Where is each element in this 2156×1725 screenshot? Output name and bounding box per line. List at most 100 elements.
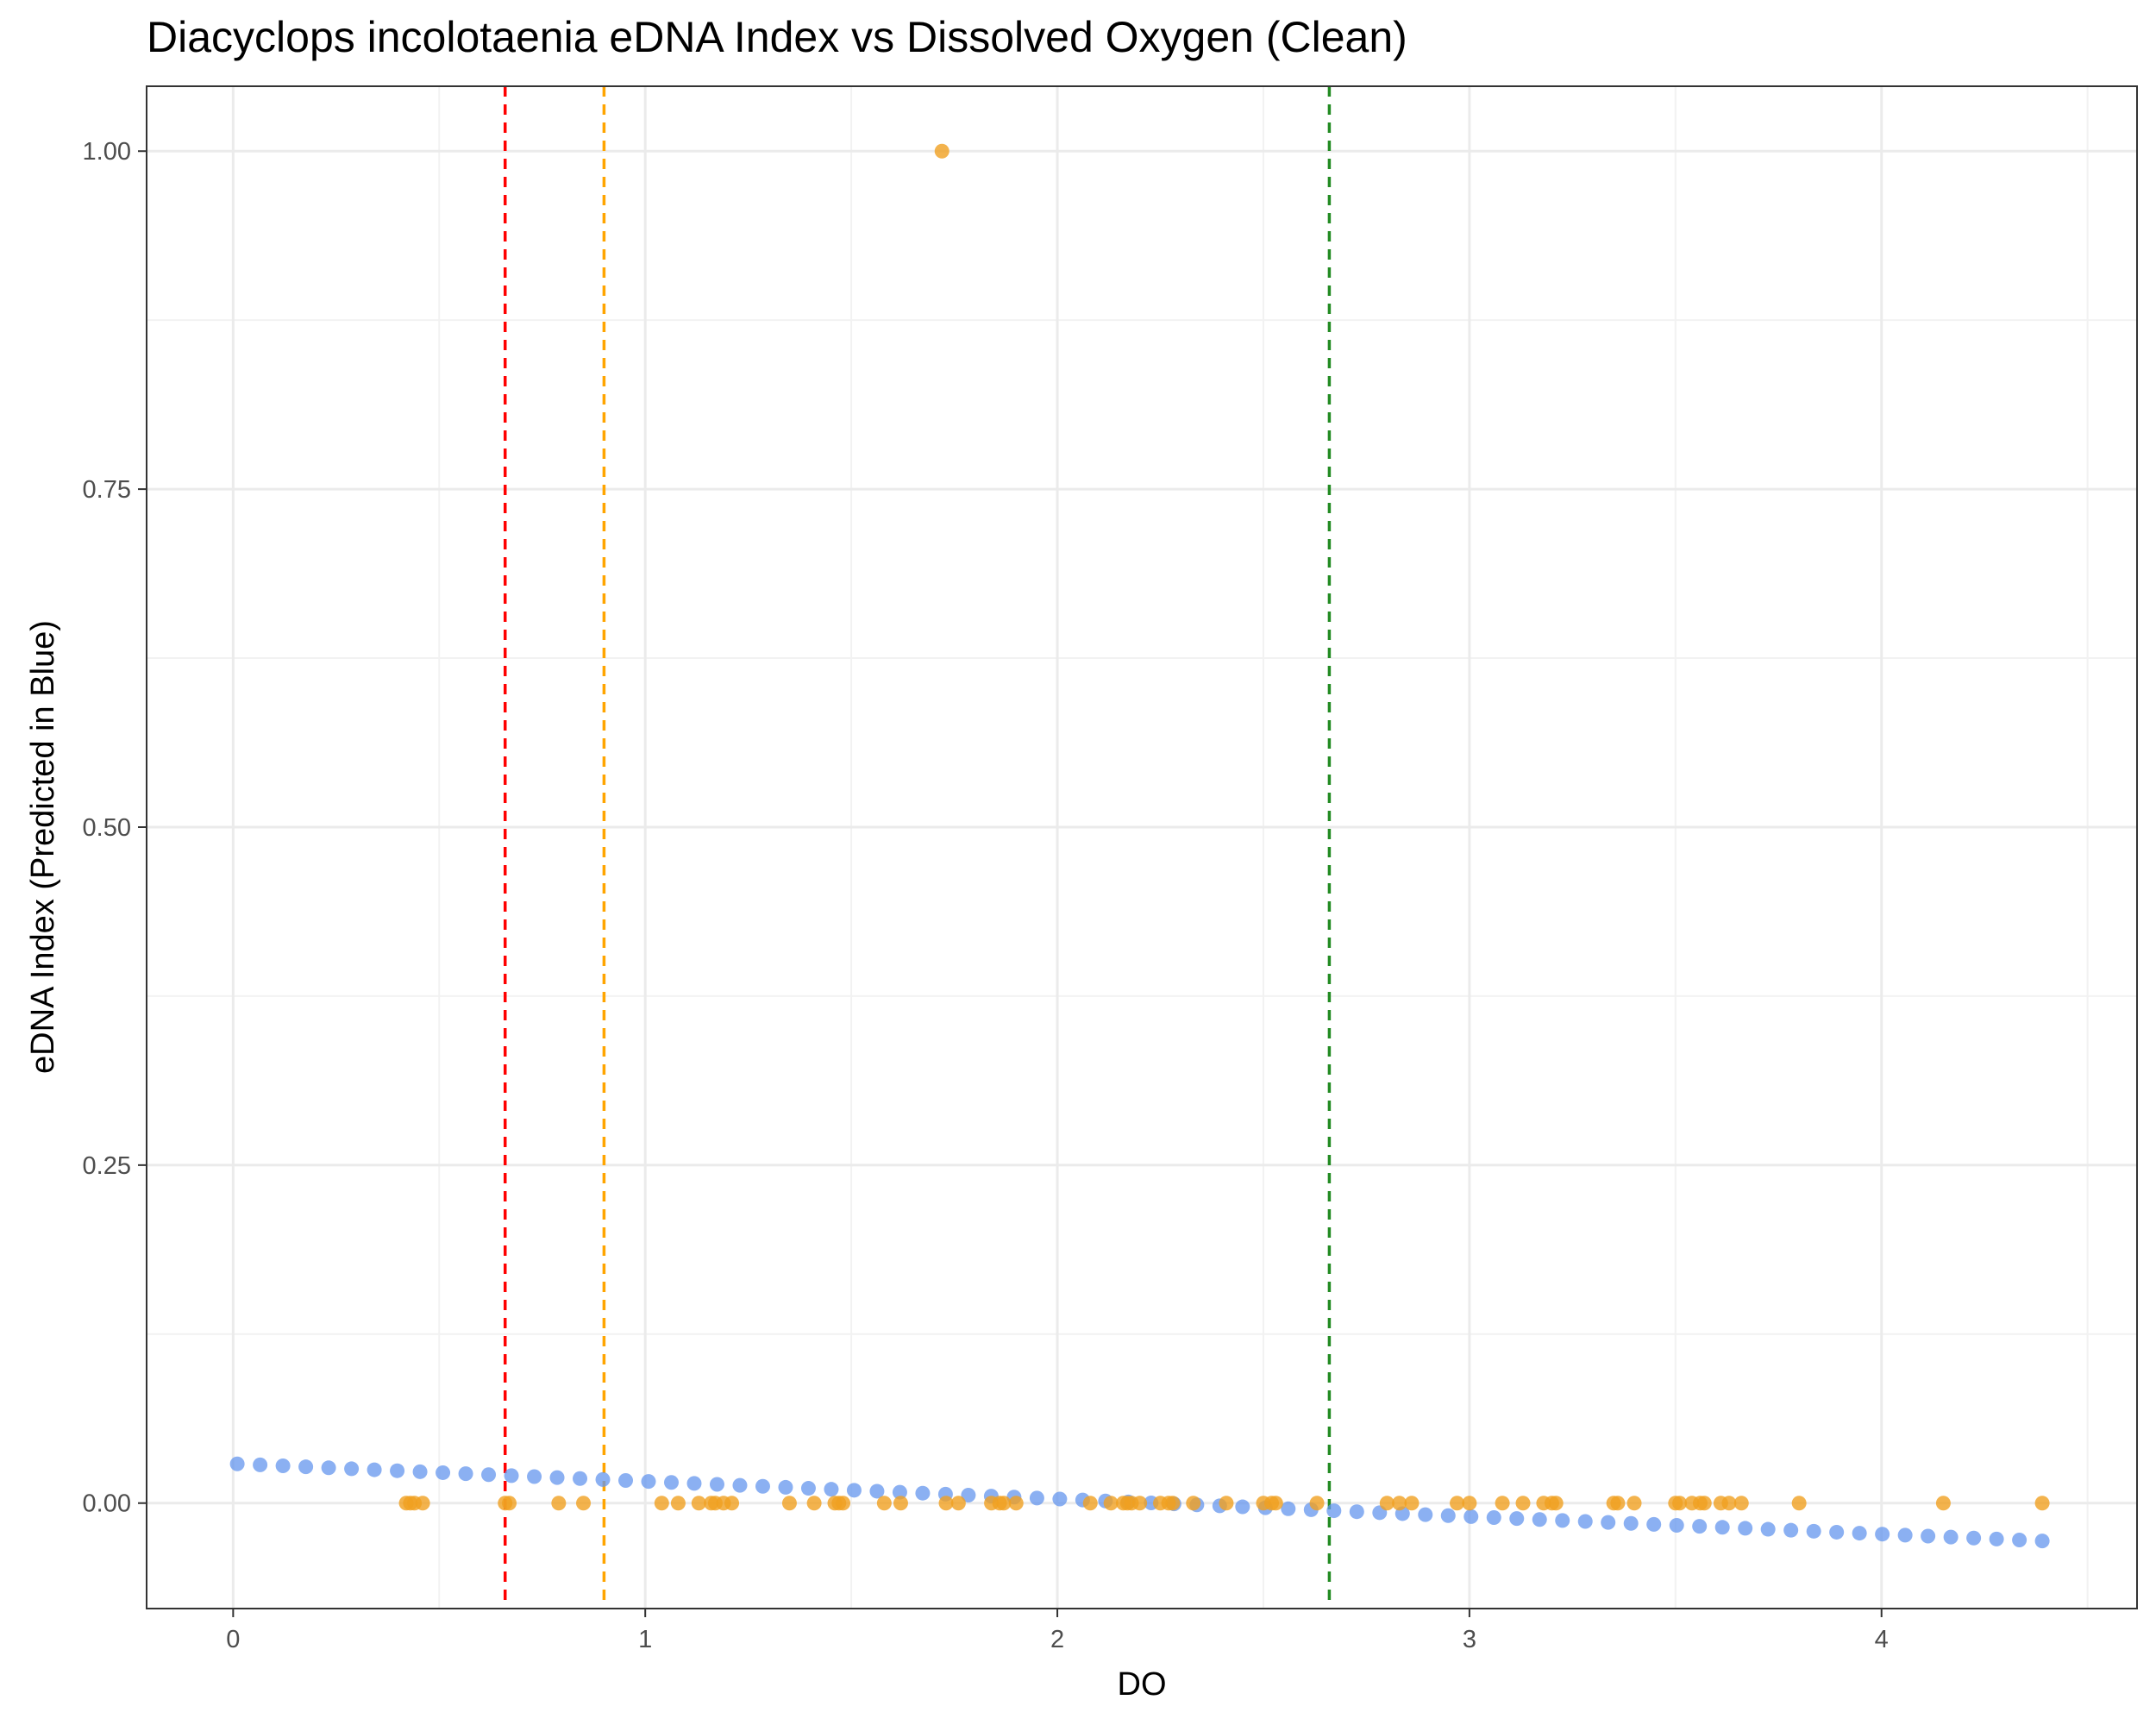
observed-point <box>1935 1496 1951 1511</box>
predicted-point <box>1532 1512 1547 1527</box>
predicted-point <box>481 1467 497 1483</box>
observed-point <box>2034 1496 2050 1511</box>
predicted-point <box>412 1464 428 1479</box>
observed-point <box>1721 1496 1737 1511</box>
x-tick-label: 1 <box>638 1626 652 1653</box>
observed-point <box>1548 1496 1564 1511</box>
observed-point <box>1186 1496 1201 1511</box>
observed-point <box>415 1496 430 1511</box>
x-tick-label: 4 <box>1875 1626 1889 1653</box>
predicted-point <box>1875 1527 1890 1542</box>
predicted-point <box>573 1471 588 1486</box>
observed-point <box>836 1496 851 1511</box>
predicted-point <box>1029 1490 1044 1506</box>
observed-series <box>398 143 2050 1511</box>
observed-point <box>654 1496 669 1511</box>
predicted-point <box>527 1469 542 1484</box>
observed-point <box>1450 1496 1465 1511</box>
predicted-point <box>458 1466 473 1482</box>
predicted-point <box>367 1462 382 1477</box>
predicted-point <box>686 1476 702 1491</box>
observed-point <box>1462 1496 1477 1511</box>
observed-point <box>934 143 950 159</box>
predicted-point <box>1669 1518 1684 1534</box>
observed-point <box>724 1496 740 1511</box>
predicted-point <box>595 1471 611 1487</box>
predicted-point <box>253 1457 268 1472</box>
observed-point <box>1132 1496 1148 1511</box>
predicted-point <box>436 1465 451 1480</box>
observed-point <box>950 1496 966 1511</box>
predicted-point <box>504 1468 519 1484</box>
observed-point <box>1392 1496 1407 1511</box>
predicted-point <box>549 1470 565 1485</box>
observed-point <box>1696 1496 1712 1511</box>
reference-lines <box>503 86 1332 1609</box>
predicted-point <box>390 1463 405 1478</box>
predicted-point <box>1806 1523 1821 1539</box>
predicted-point <box>1235 1499 1250 1515</box>
predicted-point <box>1714 1520 1730 1535</box>
x-tick-label: 3 <box>1463 1626 1476 1653</box>
observed-point <box>502 1496 517 1511</box>
predicted-point <box>800 1481 816 1496</box>
predicted-point <box>892 1484 907 1500</box>
x-tick-label: 0 <box>226 1626 240 1653</box>
predicted-point <box>663 1475 679 1490</box>
predicted-point <box>1692 1519 1708 1534</box>
predicted-point <box>641 1474 656 1490</box>
predicted-point <box>275 1458 291 1474</box>
observed-point <box>1515 1496 1531 1511</box>
predicted-point <box>321 1460 336 1476</box>
predicted-point <box>1943 1529 1959 1545</box>
predicted-point <box>732 1477 748 1493</box>
predicted-point <box>1760 1521 1776 1537</box>
observed-point <box>938 1496 954 1511</box>
predicted-point <box>1463 1509 1479 1524</box>
predicted-point <box>1486 1509 1501 1525</box>
y-tick-label: 1.00 <box>83 138 131 166</box>
observed-point <box>1219 1496 1234 1511</box>
observed-point <box>576 1496 592 1511</box>
observed-point <box>1404 1496 1420 1511</box>
predicted-point <box>961 1487 976 1502</box>
predicted-point <box>1349 1504 1364 1520</box>
predicted-point <box>1646 1516 1662 1532</box>
y-axis-title: eDNA Index (Predicted in Blue) <box>25 620 61 1074</box>
predicted-point <box>618 1473 634 1489</box>
y-tick-label: 0.00 <box>83 1490 131 1518</box>
predicted-point <box>298 1459 314 1475</box>
y-tick-label: 0.25 <box>83 1152 131 1180</box>
predicted-point <box>1509 1511 1525 1527</box>
predicted-point <box>1623 1515 1639 1531</box>
observed-point <box>1672 1496 1688 1511</box>
observed-point <box>670 1496 686 1511</box>
predicted-point <box>824 1482 839 1497</box>
predicted-point <box>1783 1522 1799 1538</box>
y-tick-label: 0.50 <box>83 814 131 842</box>
y-tick-label: 0.75 <box>83 476 131 504</box>
predicted-point <box>1852 1526 1867 1541</box>
predicted-point <box>778 1479 793 1495</box>
observed-point <box>876 1496 892 1511</box>
predicted-point <box>915 1485 931 1501</box>
predicted-point <box>2034 1534 2050 1549</box>
predicted-point <box>1577 1514 1593 1529</box>
axis-ticks: 0 1 2 3 4 0.00 0.25 0.50 0.75 1.00 <box>83 138 1889 1653</box>
plot-panel-border <box>146 85 2138 1609</box>
observed-point <box>1495 1496 1510 1511</box>
predicted-point <box>1738 1521 1753 1536</box>
predicted-point <box>709 1477 724 1492</box>
predicted-series <box>229 1456 2050 1549</box>
observed-point <box>781 1496 797 1511</box>
predicted-point <box>1966 1530 1982 1546</box>
predicted-point <box>1989 1531 2004 1546</box>
predicted-point <box>1601 1515 1616 1530</box>
x-axis-title: DO <box>1118 1666 1167 1703</box>
observed-point <box>1610 1496 1626 1511</box>
predicted-point <box>1921 1528 1936 1544</box>
observed-point <box>551 1496 567 1511</box>
predicted-point <box>1326 1503 1342 1519</box>
